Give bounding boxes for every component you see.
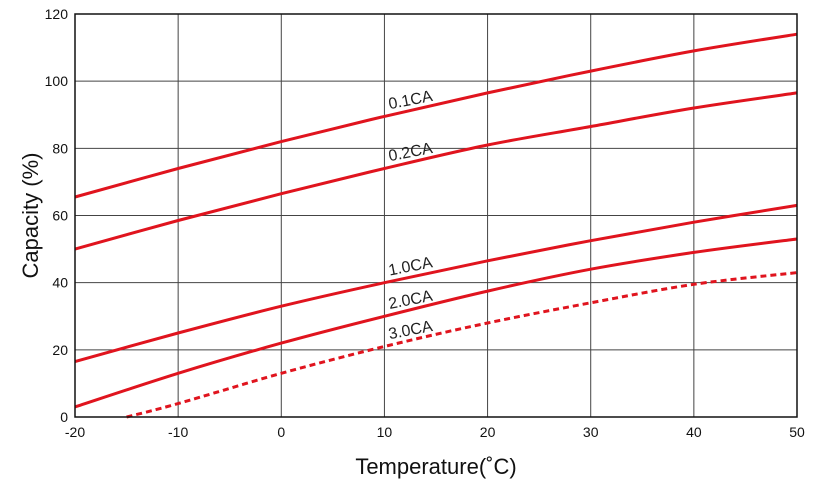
x-tick-label: 30 — [583, 424, 599, 440]
series-line — [74, 237, 798, 409]
x-axis-title: Temperature(˚C) — [355, 454, 516, 479]
series-lines — [74, 32, 798, 419]
x-tick-label: 50 — [789, 424, 805, 440]
series-line — [74, 32, 798, 199]
series-line — [74, 203, 798, 364]
series-line — [74, 91, 798, 251]
x-tick-label: 0 — [277, 424, 285, 440]
x-tick-label: 40 — [686, 424, 702, 440]
y-tick-label: 60 — [52, 208, 68, 224]
y-tick-label: 100 — [45, 73, 69, 89]
x-tick-label: 10 — [377, 424, 393, 440]
plot-frame — [74, 13, 798, 418]
y-tick-label: 20 — [52, 342, 68, 358]
x-tick-label: -20 — [65, 424, 85, 440]
tick-labels: -20 -10 0 10 20 30 40 50 0 20 40 60 80 100 120 — [45, 6, 805, 440]
y-tick-label: 80 — [52, 140, 68, 156]
y-tick-label: 40 — [52, 275, 68, 291]
y-axis-title: Capacity (%) — [18, 153, 43, 279]
x-tick-label: 20 — [480, 424, 496, 440]
y-tick-label: 120 — [45, 6, 69, 22]
series-line — [126, 271, 798, 419]
y-tick-label: 0 — [60, 409, 68, 425]
x-tick-label: -10 — [168, 424, 188, 440]
